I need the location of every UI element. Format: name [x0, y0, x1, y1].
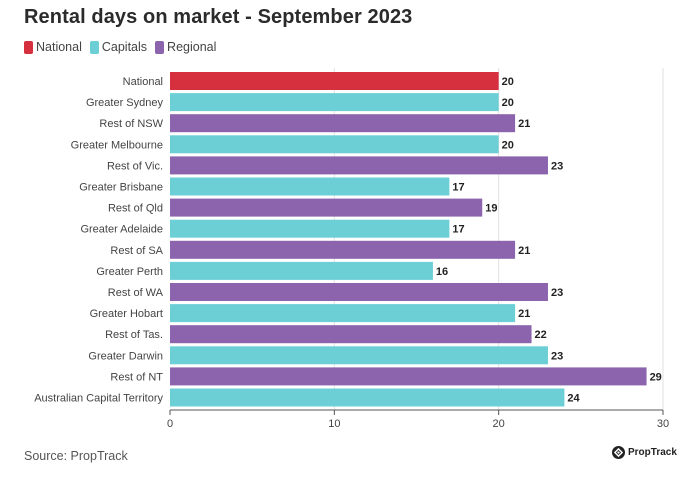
legend: National Capitals Regional [24, 40, 216, 54]
source-note: Source: PropTrack [24, 449, 128, 463]
category-label: Greater Darwin [88, 350, 163, 362]
bar [170, 135, 499, 154]
legend-label-national: National [36, 40, 82, 54]
category-label: Rest of NSW [99, 118, 163, 130]
bar [170, 304, 516, 323]
value-label: 23 [551, 350, 563, 362]
value-label: 22 [535, 329, 547, 341]
bar [170, 156, 548, 175]
x-tick-label: 0 [167, 418, 173, 430]
value-label: 19 [485, 203, 497, 215]
value-label: 17 [452, 224, 464, 236]
x-tick-label: 30 [657, 418, 669, 430]
bar [170, 219, 450, 238]
x-tick-label: 10 [328, 418, 340, 430]
category-label: Rest of NT [110, 371, 163, 383]
value-label: 21 [518, 245, 530, 257]
bar [170, 367, 647, 386]
category-label: Rest of SA [110, 245, 163, 257]
bar [170, 114, 516, 133]
chart-title: Rental days on market - September 2023 [24, 6, 413, 28]
category-label: National [123, 76, 163, 88]
value-label: 21 [518, 308, 530, 320]
category-label: Rest of Vic. [107, 160, 163, 172]
category-label: Australian Capital Territory [34, 393, 163, 405]
bar [170, 198, 483, 217]
bar [170, 283, 548, 301]
legend-item-capitals: Capitals [89, 40, 148, 54]
legend-swatch-capitals [89, 40, 99, 54]
legend-item-regional: Regional [155, 40, 216, 54]
category-label: Greater Perth [96, 266, 163, 278]
bar [170, 388, 565, 407]
legend-swatch-regional [155, 40, 165, 54]
legend-label-regional: Regional [167, 40, 217, 54]
category-label: Rest of Tas. [105, 329, 163, 341]
bar [170, 177, 450, 196]
proptrack-logo: PropTrack [612, 446, 677, 459]
value-label: 29 [650, 371, 662, 383]
value-label: 23 [551, 287, 563, 299]
legend-swatch-national [24, 40, 33, 54]
bar [170, 346, 548, 365]
proptrack-logo-text: PropTrack [628, 447, 677, 458]
value-label: 23 [551, 160, 563, 172]
legend-label-capitals: Capitals [101, 40, 148, 54]
category-label: Greater Melbourne [71, 139, 163, 151]
value-label: 20 [502, 97, 514, 109]
value-label: 20 [502, 76, 514, 88]
bar [170, 72, 499, 90]
category-label: Greater Hobart [90, 308, 163, 320]
bar [170, 93, 499, 112]
category-label: Rest of WA [108, 287, 164, 299]
proptrack-logo-icon [612, 446, 625, 459]
category-label: Greater Brisbane [79, 182, 163, 194]
x-tick-label: 20 [493, 418, 505, 430]
legend-item-national: National [24, 40, 82, 54]
category-label: Greater Adelaide [80, 224, 163, 236]
value-label: 17 [452, 182, 464, 194]
bar [170, 325, 532, 344]
value-label: 16 [436, 266, 448, 278]
category-label: Greater Sydney [86, 97, 164, 109]
value-label: 21 [518, 118, 530, 130]
value-label: 24 [567, 393, 580, 405]
value-label: 20 [502, 139, 514, 151]
bar [170, 240, 516, 259]
bar [170, 261, 433, 280]
category-label: Rest of Qld [108, 203, 163, 215]
